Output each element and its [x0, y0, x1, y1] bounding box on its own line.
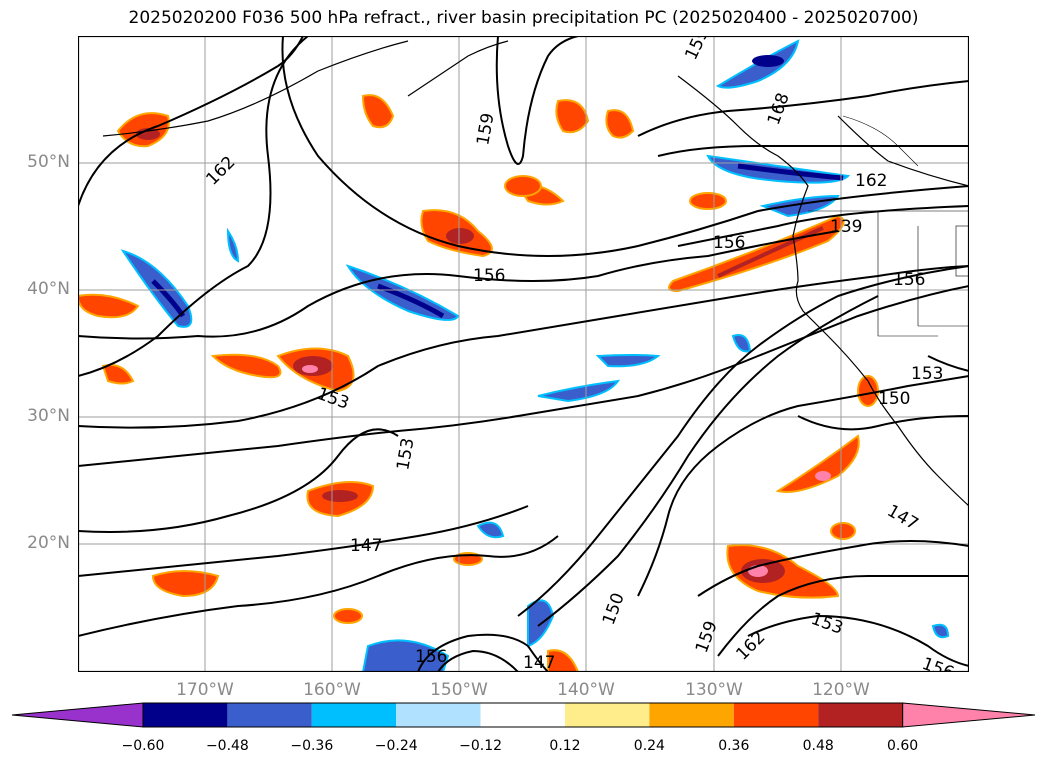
contour-label: 153: [911, 364, 943, 384]
lat-label: 40°N: [27, 279, 70, 299]
map-title: 2025020200 F036 500 hPa refract., river …: [128, 8, 919, 28]
colorbar-tick-label: −0.12: [459, 738, 503, 754]
colorbar-segment: [227, 703, 312, 727]
contour-label: 150: [878, 389, 910, 409]
colorbar-tick-label: −0.24: [374, 738, 418, 754]
colorbar-tick-label: −0.60: [121, 738, 165, 754]
colorbar: [11, 702, 1036, 728]
colorbar-segment: [311, 703, 397, 727]
lon-label: 140°W: [557, 680, 615, 700]
contour-label: 159: [473, 111, 498, 146]
lat-label: 50°N: [27, 152, 70, 172]
colorbar-extend-high: [902, 702, 1036, 728]
colorbar-segment: [480, 703, 565, 727]
colorbar-segment: [396, 703, 481, 727]
lon-label: 170°W: [176, 680, 234, 700]
contour-label: 156: [893, 270, 925, 290]
contour-label: 139: [830, 217, 862, 237]
colorbar-tick-label: −0.36: [290, 738, 334, 754]
contour-label: 162: [855, 171, 887, 191]
contour-label: 150: [599, 590, 629, 627]
lon-label: 130°W: [685, 680, 743, 700]
contour-label: 159: [681, 36, 713, 63]
lat-label: 20°N: [27, 533, 70, 553]
lon-label: 160°W: [303, 680, 361, 700]
colorbar-segment: [565, 703, 650, 727]
colorbar-segment: [733, 703, 819, 727]
contour-label: 153: [393, 436, 418, 471]
colorbar-tick-label: 0.48: [802, 738, 834, 754]
contour-label: 159: [692, 618, 722, 655]
colorbar-tick-label: 0.36: [718, 738, 750, 754]
colorbar-segment: [818, 703, 903, 727]
colorbar-tick-label: 0.24: [633, 738, 665, 754]
contour-label: 147: [523, 653, 555, 672]
map-panel: 162 159 168 162 139 156 156 156 153 153 …: [78, 36, 969, 672]
contour-label: 147: [884, 501, 922, 535]
colorbar-frame: [142, 702, 904, 728]
contour-label: 162: [202, 152, 239, 189]
graticule: [78, 36, 969, 672]
colorbar-segment: [143, 703, 228, 727]
contour-label: 168: [764, 90, 794, 127]
contour-label: 153: [808, 609, 845, 639]
colorbar-segment: [649, 703, 734, 727]
map-frame: [78, 36, 969, 672]
contour-label: 156: [713, 233, 745, 253]
contour-label: 156: [415, 647, 447, 667]
coastlines: [102, 40, 969, 507]
colorbar-extend-low: [11, 702, 144, 728]
contour-lines: [78, 36, 969, 672]
colorbar-tick-label: −0.48: [205, 738, 249, 754]
colorbar-tick-label: 0.60: [887, 738, 919, 754]
lon-label: 150°W: [430, 680, 488, 700]
contour-label: 156: [473, 266, 505, 286]
lat-label: 30°N: [27, 406, 70, 426]
contour-label: 156: [919, 654, 956, 672]
map-canvas: 162 159 168 162 139 156 156 156 153 153 …: [78, 36, 969, 672]
lon-label: 120°W: [812, 680, 870, 700]
precip-shading: [78, 39, 950, 672]
colorbar-tick-label: 0.12: [549, 738, 581, 754]
contour-label: 147: [350, 536, 382, 556]
